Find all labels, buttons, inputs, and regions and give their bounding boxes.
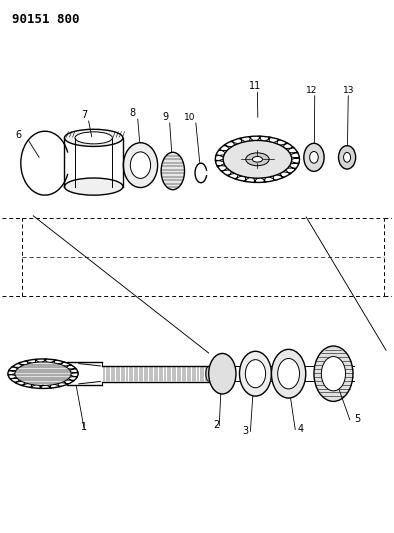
Ellipse shape bbox=[65, 130, 123, 147]
Ellipse shape bbox=[338, 146, 356, 169]
Text: 13: 13 bbox=[343, 86, 355, 95]
Ellipse shape bbox=[75, 132, 112, 144]
Ellipse shape bbox=[223, 140, 292, 178]
Text: 11: 11 bbox=[249, 81, 262, 91]
Ellipse shape bbox=[245, 360, 266, 387]
Ellipse shape bbox=[310, 151, 318, 163]
Ellipse shape bbox=[130, 152, 151, 179]
Ellipse shape bbox=[314, 346, 353, 401]
Text: 1: 1 bbox=[81, 422, 87, 432]
Ellipse shape bbox=[161, 152, 184, 190]
Ellipse shape bbox=[209, 353, 236, 394]
Ellipse shape bbox=[252, 157, 262, 162]
Text: 12: 12 bbox=[306, 86, 318, 95]
Ellipse shape bbox=[240, 351, 271, 396]
Ellipse shape bbox=[65, 178, 123, 195]
Text: 3: 3 bbox=[243, 426, 249, 436]
Text: 7: 7 bbox=[81, 110, 87, 120]
Ellipse shape bbox=[15, 362, 71, 385]
Text: 10: 10 bbox=[184, 114, 196, 122]
Text: 90151 800: 90151 800 bbox=[12, 13, 79, 26]
Ellipse shape bbox=[246, 153, 269, 166]
Text: 2: 2 bbox=[214, 421, 219, 430]
Text: 9: 9 bbox=[163, 112, 169, 122]
Text: 5: 5 bbox=[354, 415, 360, 424]
Ellipse shape bbox=[271, 349, 306, 398]
Ellipse shape bbox=[304, 143, 324, 172]
Text: 6: 6 bbox=[15, 130, 22, 140]
Ellipse shape bbox=[344, 152, 351, 162]
Ellipse shape bbox=[322, 357, 346, 391]
Ellipse shape bbox=[278, 359, 299, 389]
Ellipse shape bbox=[206, 366, 212, 381]
Ellipse shape bbox=[123, 143, 158, 188]
Text: 4: 4 bbox=[297, 424, 303, 434]
Text: 8: 8 bbox=[130, 108, 136, 118]
